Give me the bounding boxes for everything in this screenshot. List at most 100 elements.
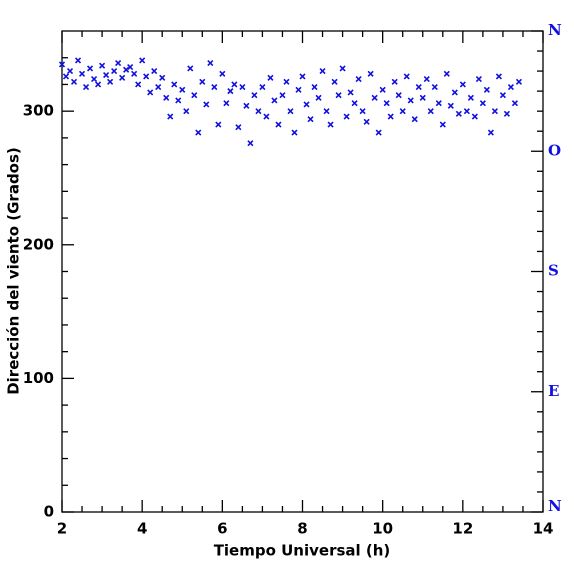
x-tick-label: 6 <box>217 520 227 538</box>
scatter-point <box>415 84 422 91</box>
x-tick-label: 8 <box>297 520 307 538</box>
scatter-point <box>271 97 278 104</box>
scatter-point <box>479 100 486 107</box>
scatter-point <box>367 70 374 77</box>
scatter-point <box>319 68 326 75</box>
x-tick-label: 10 <box>372 520 393 538</box>
scatter-point <box>163 94 170 101</box>
scatter-point <box>127 64 134 71</box>
scatter-point <box>303 101 310 108</box>
x-tick-label: 14 <box>533 520 554 538</box>
scatter-point <box>315 94 322 101</box>
scatter-point <box>495 73 502 80</box>
scatter-point <box>247 140 254 147</box>
plot-frame <box>61 30 544 513</box>
scatter-point <box>435 100 442 107</box>
scatter-point <box>427 108 434 115</box>
scatter-point <box>86 65 94 72</box>
y-axis-label: Dirección del viento (Grados) <box>5 147 23 395</box>
scatter-point <box>463 108 470 115</box>
scatter-point <box>411 116 418 123</box>
scatter-point <box>291 129 298 136</box>
scatter-point <box>431 84 438 91</box>
scatter-point <box>135 81 142 88</box>
scatter-point <box>327 121 334 128</box>
scatter-point <box>363 118 370 125</box>
scatter-point <box>255 108 262 115</box>
scatter-point <box>355 76 362 83</box>
scatter-point <box>91 76 98 83</box>
scatter-point <box>439 121 446 128</box>
y2-tick-label: N <box>548 497 562 515</box>
y2-tick-label: N <box>548 21 562 39</box>
scatter-point <box>403 73 410 80</box>
scatter-point <box>311 84 318 91</box>
scatter-point <box>419 94 426 101</box>
scatter-point <box>207 60 214 67</box>
scatter-point <box>119 74 126 81</box>
scatter-point <box>243 102 250 109</box>
y-tick-label: 300 <box>23 102 54 120</box>
scatter-point <box>383 100 390 107</box>
scatter-point <box>447 102 454 109</box>
x-axis-label: Tiempo Universal (h) <box>214 542 391 560</box>
scatter-point <box>487 129 494 136</box>
scatter-point <box>263 113 270 120</box>
y-tick-label: 100 <box>23 369 54 387</box>
scatter-point <box>175 97 182 104</box>
scatter-point <box>507 84 514 91</box>
scatter-point <box>203 101 210 108</box>
scatter-point <box>99 62 106 69</box>
scatter-point <box>379 86 386 93</box>
scatter-point <box>111 68 118 75</box>
scatter-point <box>147 89 154 96</box>
scatter-point <box>139 57 146 64</box>
scatter-point <box>347 89 354 96</box>
scatter-point <box>143 73 150 80</box>
scatter-point <box>211 84 218 91</box>
scatter-point <box>511 100 519 107</box>
y-tick-label: 200 <box>23 235 54 253</box>
scatter-point <box>115 60 122 67</box>
scatter-point <box>167 113 174 120</box>
scatter-point <box>331 78 338 85</box>
scatter-point <box>471 113 478 120</box>
scatter-point <box>307 116 314 123</box>
scatter-point <box>323 108 330 115</box>
scatter-point <box>171 81 178 88</box>
scatter-point <box>58 61 66 68</box>
scatter-point <box>223 100 230 107</box>
scatter-point <box>295 86 302 93</box>
scatter-point <box>455 110 462 117</box>
scatter-point <box>443 70 450 77</box>
scatter-point <box>515 78 523 85</box>
scatter-point <box>107 78 114 85</box>
scatter-point <box>66 68 74 75</box>
x-tick-label: 12 <box>452 520 473 538</box>
scatter-point <box>423 76 430 83</box>
scatter-point <box>123 66 130 73</box>
y2-tick-label: S <box>548 262 559 280</box>
scatter-point <box>279 92 286 99</box>
scatter-point <box>74 57 82 64</box>
scatter-point <box>155 84 162 91</box>
x-tick-label: 4 <box>137 520 147 538</box>
scatter-point <box>227 88 234 95</box>
x-tick-label: 2 <box>57 520 67 538</box>
scatter-point <box>195 129 202 136</box>
scatter-point <box>283 78 290 85</box>
scatter-point <box>191 92 198 99</box>
scatter-point <box>399 108 406 115</box>
scatter-point <box>483 86 490 93</box>
scatter-point <box>395 92 402 99</box>
scatter-point <box>499 92 506 99</box>
scatter-point <box>275 121 282 128</box>
scatter-point <box>62 73 70 80</box>
scatter-point <box>151 68 158 75</box>
scatter-point <box>387 113 394 120</box>
scatter-point <box>199 78 206 85</box>
scatter-point <box>231 81 238 88</box>
scatter-point <box>267 74 274 81</box>
scatter-point <box>82 84 90 91</box>
